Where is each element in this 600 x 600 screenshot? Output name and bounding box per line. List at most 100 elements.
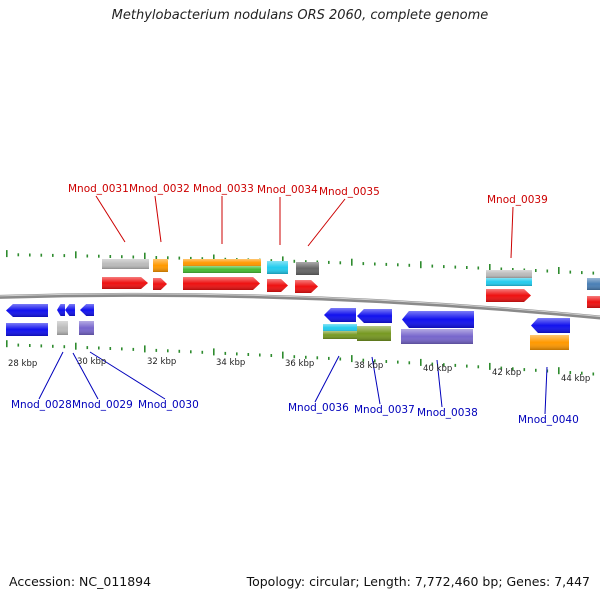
gene-box — [79, 321, 94, 335]
outer-tick — [155, 256, 158, 259]
length-value: 7,772,460 bp — [414, 574, 499, 589]
outer-tick — [466, 266, 468, 269]
inner-tick — [293, 355, 296, 359]
inner-tick — [328, 356, 330, 360]
leader-line — [89, 351, 166, 400]
cds-arrow-forward — [486, 289, 531, 302]
leader-line — [95, 195, 126, 243]
cds-arrow-reverse — [65, 304, 75, 316]
inner-tick — [362, 358, 365, 362]
outer-tick — [592, 271, 595, 275]
backbone-line — [0, 292, 600, 320]
gene-label-mnod-0034: Mnod_0034 — [257, 184, 318, 196]
inner-tick — [132, 347, 135, 351]
cds-arrow-reverse — [57, 304, 65, 316]
outer-tick — [408, 263, 411, 267]
inner-tick — [316, 356, 319, 360]
inner-tick — [86, 346, 89, 350]
gene-box — [357, 326, 391, 341]
gene-box — [323, 331, 357, 339]
leader-line — [510, 206, 514, 259]
cds-arrow-reverse — [531, 318, 570, 333]
leader-line — [314, 355, 340, 403]
inner-tick — [408, 361, 411, 365]
outer-tick — [213, 254, 215, 262]
inner-tick — [385, 360, 388, 363]
inner-tick — [305, 355, 307, 359]
inner-tick — [6, 340, 8, 348]
inner-tick — [29, 344, 31, 347]
outer-tick — [362, 262, 365, 266]
leader-line — [38, 351, 64, 400]
scale-label: 38 kbp — [354, 361, 383, 371]
inner-tick — [374, 359, 376, 363]
length-label: Length: — [363, 574, 411, 589]
inner-tick — [558, 367, 560, 375]
scale-label: 30 kbp — [77, 357, 106, 367]
leader-line — [72, 352, 99, 400]
outer-tick — [201, 257, 204, 261]
inner-tick — [523, 368, 526, 372]
accession-label: Accession: — [9, 574, 76, 589]
cds-arrow-reverse — [6, 304, 48, 317]
leader-line — [307, 198, 346, 247]
cds-arrow-forward — [153, 278, 167, 290]
gene-label-mnod-0036: Mnod_0036 — [288, 402, 349, 414]
cds-arrow-reverse — [402, 311, 474, 328]
inner-tick — [121, 347, 123, 351]
gene-label-mnod-0035: Mnod_0035 — [319, 186, 380, 198]
cds-box — [587, 296, 600, 308]
inner-tick — [500, 366, 503, 370]
outer-tick — [477, 266, 480, 270]
gene-label-mnod-0030: Mnod_0030 — [138, 399, 199, 411]
outer-tick — [558, 267, 560, 274]
gene-box — [183, 266, 261, 273]
gene-box — [486, 278, 532, 286]
outer-tick — [385, 262, 388, 266]
outer-tick — [190, 256, 192, 260]
inner-tick — [443, 363, 445, 367]
outer-tick — [98, 254, 100, 258]
inner-tick — [109, 347, 112, 350]
gene-box — [323, 324, 357, 332]
inner-tick — [477, 365, 480, 369]
topology-value: circular — [309, 574, 356, 589]
inner-tick — [167, 349, 169, 353]
outer-tick — [569, 270, 572, 274]
inner-tick — [270, 354, 273, 357]
outer-tick — [397, 263, 399, 267]
scale-label: 40 kbp — [423, 364, 452, 374]
inner-tick — [581, 371, 583, 375]
gene-box — [267, 261, 288, 274]
outer-tick — [6, 250, 8, 258]
gene-box — [296, 262, 319, 275]
inner-tick — [431, 362, 434, 366]
label-leaders — [38, 195, 548, 415]
inner-tick — [535, 368, 537, 372]
gene-label-mnod-0032: Mnod_0032 — [129, 183, 190, 195]
gene-box — [183, 259, 261, 267]
footer-accession: Accession: NC_011894 — [9, 574, 151, 589]
outer-tick — [328, 260, 330, 264]
inner-tick — [201, 350, 204, 354]
inner-tick — [98, 346, 100, 350]
inner-tick — [351, 355, 353, 363]
cds-box — [6, 323, 48, 336]
outer-tick — [500, 267, 503, 271]
page-title: Methylobacterium nodulans ORS 2060, comp… — [111, 8, 489, 23]
scale-label: 34 kbp — [216, 358, 245, 368]
outer-tick — [178, 256, 181, 260]
footer-summary: Topology: circular; Length: 7,772,460 bp… — [246, 574, 590, 589]
gene-labels: 28 kbp 30 kbp 32 kbp 34 kbp 36 kbp 38 kbp 40 k… — [8, 183, 590, 426]
inner-tick — [339, 357, 342, 361]
outer-tick — [167, 256, 169, 260]
outer-tick — [52, 253, 54, 257]
inner-tick — [144, 345, 146, 353]
scale-label: 28 kbp — [8, 359, 37, 369]
outer-tick — [581, 271, 583, 275]
genome-backbone — [0, 292, 600, 320]
outer-tick — [489, 264, 491, 271]
inner-tick — [259, 353, 261, 357]
genes-value: 7,447 — [554, 574, 590, 589]
outer-tick — [454, 265, 457, 269]
